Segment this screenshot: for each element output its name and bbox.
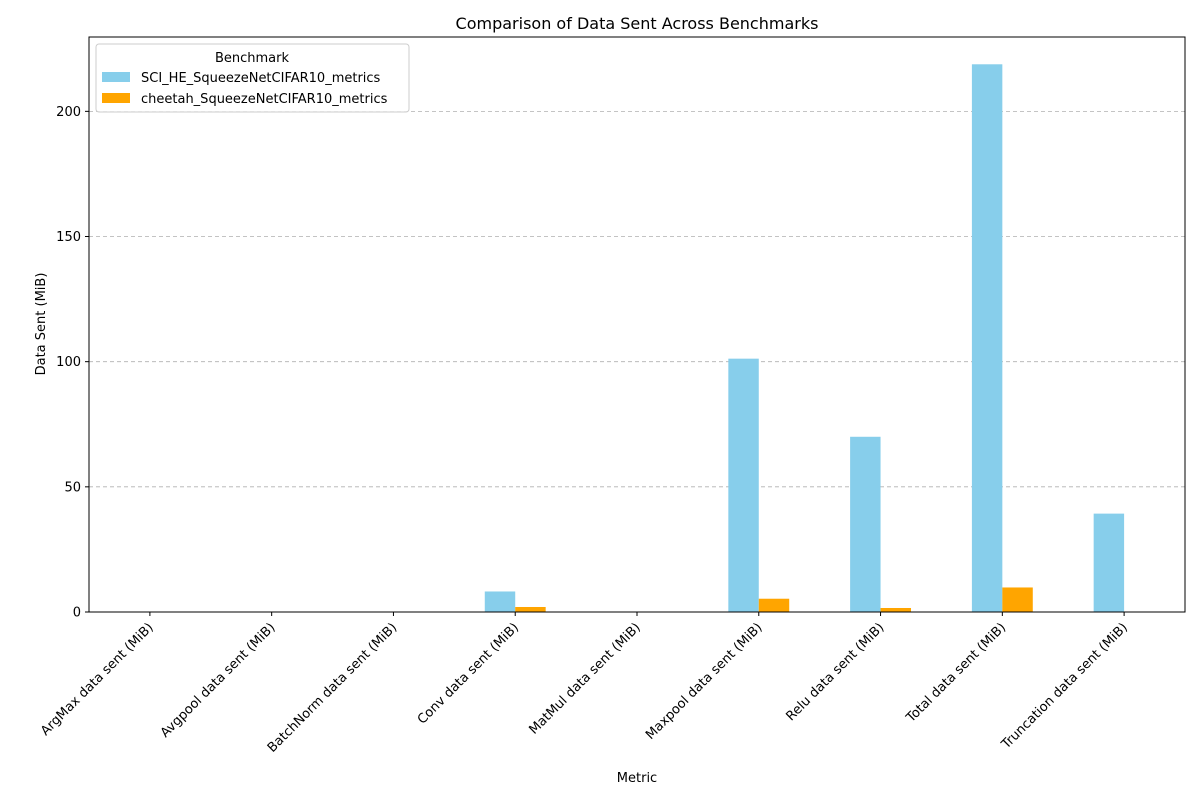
y-axis-label: Data Sent (MiB) <box>34 273 49 376</box>
bar-series-2-7 <box>1002 587 1033 612</box>
bar-series-1-6 <box>850 436 881 612</box>
bar-series-1-8 <box>1093 513 1125 612</box>
x-axis-label: Metric <box>617 771 657 786</box>
bar-series-1-3 <box>484 591 516 612</box>
y-axis-ticks: 0 50 100 150 200 <box>56 105 89 621</box>
bar-series-2-3 <box>515 606 546 612</box>
chart-title: Comparison of Data Sent Across Benchmark… <box>456 14 819 33</box>
legend-label-series-1: SCI_HE_SqueezeNetCIFAR10_metrics <box>141 71 381 86</box>
legend-swatch-series-2 <box>102 93 130 103</box>
bar-series-1-5 <box>728 358 759 612</box>
legend-title: Benchmark <box>215 51 290 66</box>
bar-series-2-5 <box>758 598 790 612</box>
y-tick-label: 200 <box>56 105 81 120</box>
y-tick-label: 0 <box>73 606 81 621</box>
bar-series-1-7 <box>971 64 1003 613</box>
y-tick-label: 50 <box>64 480 81 495</box>
legend: Benchmark SCI_HE_SqueezeNetCIFAR10_metri… <box>95 43 410 113</box>
bar-series-2-6 <box>880 607 911 612</box>
bars <box>484 64 1125 613</box>
legend-label-series-2: cheetah_SqueezeNetCIFAR10_metrics <box>141 92 388 107</box>
y-tick-label: 150 <box>56 230 81 245</box>
y-tick-label: 100 <box>56 355 81 370</box>
legend-swatch-series-1 <box>102 72 130 82</box>
legend-box <box>95 43 410 113</box>
